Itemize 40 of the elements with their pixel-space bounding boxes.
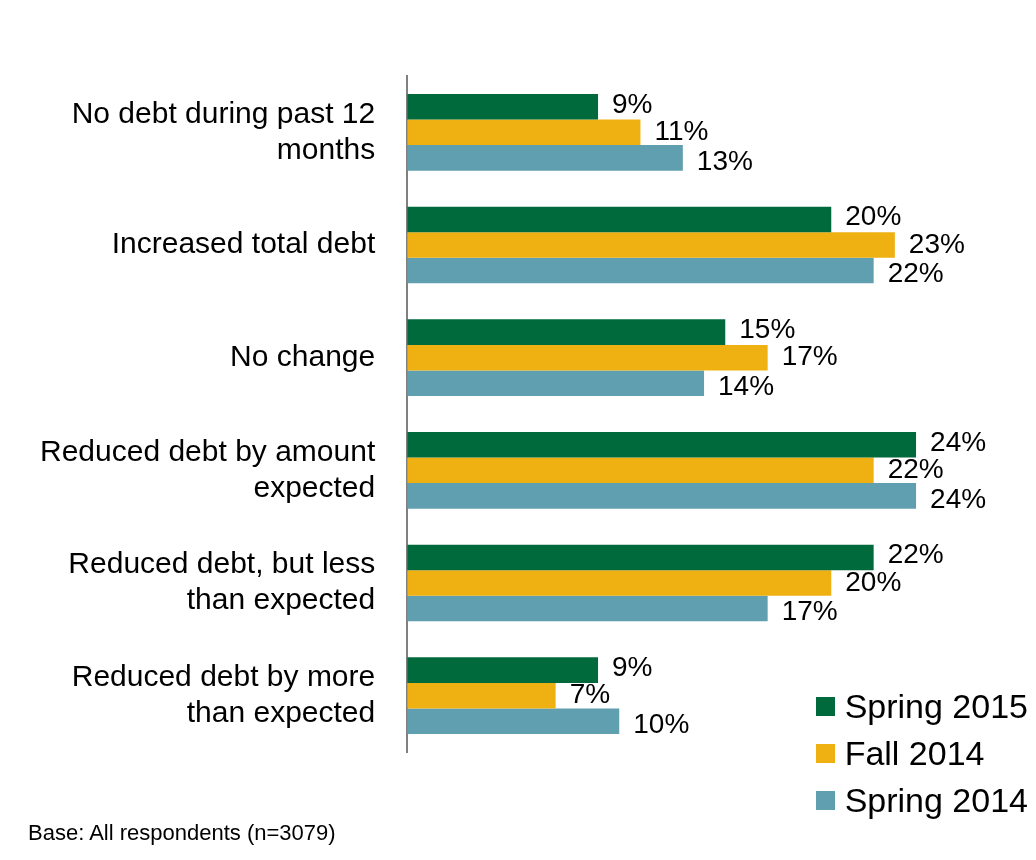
y-tick-label: Reduced debt, but less than expected <box>68 546 376 616</box>
bar <box>407 206 832 233</box>
bar <box>407 257 874 284</box>
bar <box>407 457 874 484</box>
y-tick-label: No debt during past 12 months <box>71 95 376 165</box>
data-label: 7% <box>569 678 611 710</box>
bar <box>407 119 641 146</box>
bar <box>407 483 917 509</box>
bar <box>407 708 620 734</box>
bar <box>407 319 726 345</box>
y-tick-label: Reduced debt by amount expected <box>40 433 376 503</box>
bar <box>407 570 832 596</box>
data-label: 13% <box>696 144 753 176</box>
bar <box>407 94 599 120</box>
data-label: 11% <box>654 115 709 147</box>
legend-label: Spring 2014 <box>844 781 1028 820</box>
bar <box>407 544 874 571</box>
data-label: 22% <box>887 257 944 289</box>
data-label: 9% <box>612 650 653 682</box>
y-tick-label: No change <box>230 338 376 372</box>
y-tick-label: Reduced debt by more than expected <box>71 658 376 728</box>
bar <box>407 344 768 371</box>
data-label: 9% <box>612 87 653 119</box>
bar <box>407 595 768 622</box>
data-label: 10% <box>633 707 690 739</box>
bar <box>407 682 556 709</box>
bar <box>407 657 599 683</box>
text: Base: All respondents (n=3079) <box>28 820 337 846</box>
bar <box>407 232 895 258</box>
data-label: 20% <box>845 200 902 232</box>
data-label: 14% <box>718 369 775 401</box>
legend-label: Fall 2014 <box>844 734 985 773</box>
y-tick-label: Increased total debt <box>111 226 376 260</box>
legend-label: Spring 2015 <box>844 687 1028 726</box>
bar <box>407 432 917 458</box>
data-label: 23% <box>908 227 965 259</box>
data-label: 24% <box>930 482 987 514</box>
bar <box>407 145 683 171</box>
bar <box>407 370 705 396</box>
data-label: 17% <box>781 595 838 627</box>
